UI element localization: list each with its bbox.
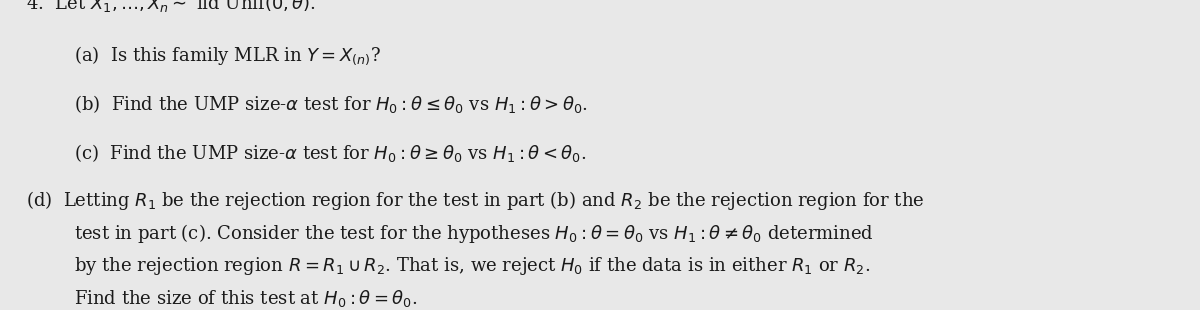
Text: 4.  Let $X_1, \ldots, X_n \sim$ iid Unif$(0, \theta)$.: 4. Let $X_1, \ldots, X_n \sim$ iid Unif$… — [26, 0, 317, 14]
Text: (a)  Is this family MLR in $Y = X_{(n)}$?: (a) Is this family MLR in $Y = X_{(n)}$? — [74, 44, 382, 67]
Text: by the rejection region $R = R_1 \cup R_2$. That is, we reject $H_0$ if the data: by the rejection region $R = R_1 \cup R_… — [74, 255, 871, 277]
Text: Find the size of this test at $H_0 : \theta = \theta_0$.: Find the size of this test at $H_0 : \th… — [74, 288, 418, 309]
Text: (b)  Find the UMP size-$\alpha$ test for $H_0 : \theta \leq \theta_0$ vs $H_1 : : (b) Find the UMP size-$\alpha$ test for … — [74, 93, 588, 115]
Text: test in part (c). Consider the test for the hypotheses $H_0 : \theta = \theta_0$: test in part (c). Consider the test for … — [74, 222, 874, 245]
Text: (d)  Letting $R_1$ be the rejection region for the test in part (b) and $R_2$ be: (d) Letting $R_1$ be the rejection regio… — [26, 189, 925, 212]
Text: (c)  Find the UMP size-$\alpha$ test for $H_0 : \theta \geq \theta_0$ vs $H_1 : : (c) Find the UMP size-$\alpha$ test for … — [74, 142, 587, 164]
